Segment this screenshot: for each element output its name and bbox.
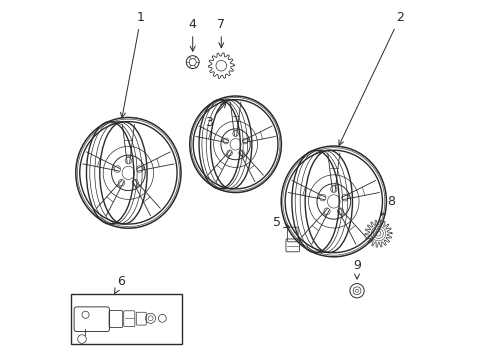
Text: 2: 2: [338, 11, 403, 145]
Text: 1: 1: [120, 11, 144, 118]
Text: 5: 5: [272, 216, 288, 229]
Text: 8: 8: [380, 195, 394, 216]
Text: 7: 7: [217, 18, 225, 48]
Text: 9: 9: [352, 259, 360, 279]
Text: 6: 6: [114, 275, 125, 294]
Text: 3: 3: [204, 102, 225, 129]
Bar: [71, 294, 182, 344]
Text: 4: 4: [188, 18, 196, 51]
